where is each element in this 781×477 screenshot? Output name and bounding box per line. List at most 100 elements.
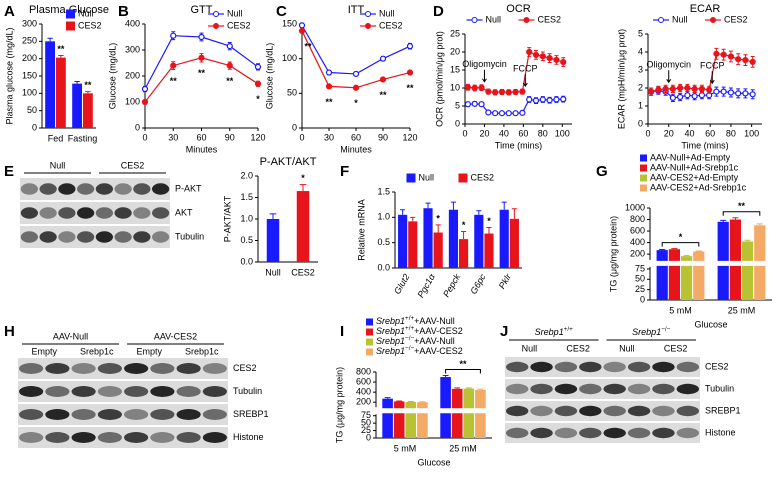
x-tick-label: 25 mM [728,305,756,315]
x-tick-label: 20 [664,128,674,138]
blot-band [45,409,70,420]
blot-band [579,405,602,417]
blot-band [58,183,76,195]
blot-band [176,386,201,397]
blot-band [603,427,626,439]
row-label: P-AKT [175,183,202,193]
panel-label: B [118,3,129,20]
series-line [301,30,411,89]
y-tick-label: 0 [640,294,645,304]
marker [560,96,567,103]
error-bar [465,387,472,389]
legend-label: CES2 [724,14,748,24]
bar [398,214,408,268]
y-axis-label: P-AKT/AKT [222,195,232,242]
blot-band [45,386,70,397]
blot-band [627,427,651,439]
marker [706,86,713,93]
y-tick-label: 0 [455,118,460,128]
blot-strip [18,381,228,402]
bar [474,214,484,268]
blot-band [133,183,151,195]
blot-band [202,386,227,397]
significance: * [679,232,683,242]
blot-band [95,231,113,243]
error-bar [501,201,507,210]
blot-band [676,405,700,417]
blot-band [97,409,122,420]
legend-label: Srebp1+/++AAV-CES2 [376,325,463,336]
marker [485,88,492,95]
blot-band [652,427,675,439]
significance: * [354,98,358,108]
significance: ** [304,41,312,51]
y-tick-label: 800 [630,214,645,224]
legend-label: AAV-Null+Ad-Srebp1c [650,162,739,172]
marker [226,42,233,50]
y-tick-label: 100 [125,96,140,106]
marker [352,70,360,78]
y-tick-label: 25 [361,425,371,435]
x-tick-label: Pklr [497,271,514,290]
marker [254,63,262,71]
row-label: SREBP1 [705,405,741,415]
legend-swatch [640,154,647,162]
legend-marker [658,17,664,23]
blot-band [19,432,44,443]
blot-band [530,361,553,373]
row-label: Tubulin [705,383,734,393]
y-tick-label: 800 [356,366,371,376]
error-bar [384,397,391,399]
blot-band [554,405,578,417]
error-bar [435,224,441,233]
y-tick-label: 400 [356,387,371,397]
blot-band [554,383,578,395]
x-tick-label: 80 [726,128,736,138]
group-label: CES2 [121,160,145,170]
blot-band [202,409,227,420]
marker [677,84,684,92]
blot-band [97,363,122,374]
error-bar [476,210,482,215]
significance: ** [57,44,65,54]
bar [729,219,741,300]
marker [677,93,684,101]
y-tick-label: 15 [450,64,460,74]
blot-band [133,231,151,243]
legend-marker [365,23,371,29]
annotation-arrow [522,74,528,87]
marker [325,69,333,76]
x-tick-label: 120 [250,132,265,142]
x-tick-label: 25 mM [449,443,477,453]
blot-band [530,383,553,395]
y-tick-label: 1 [638,100,643,110]
blot-band [58,231,76,243]
marker [532,97,540,104]
x-tick-label: 40 [499,128,509,138]
x-tick-label: Pepck [441,272,462,299]
marker [713,88,720,95]
legend-swatch [640,184,647,192]
y-axis-label: ECAR (mpH/min/μg prot) [616,29,626,129]
y-tick-label: 200 [125,70,140,80]
chart-title: GTT [191,4,213,16]
y-tick-label: 150 [282,18,297,28]
x-tick-label: 0 [299,132,304,142]
legend-swatch [366,318,373,326]
legend-label: Null [486,14,502,24]
legend-swatch [406,173,416,183]
y-tick-label: 50 [361,418,371,428]
blot-band [676,427,700,439]
annotation-arrow [666,70,672,84]
y-tick-label: 0.0 [240,256,253,266]
legend-swatch [66,21,75,31]
marker [648,88,655,95]
series-line [144,57,259,103]
marker [735,90,742,97]
blot-band [579,383,602,395]
marker [492,89,499,96]
significance: ** [379,90,387,100]
blot-band [652,383,675,395]
